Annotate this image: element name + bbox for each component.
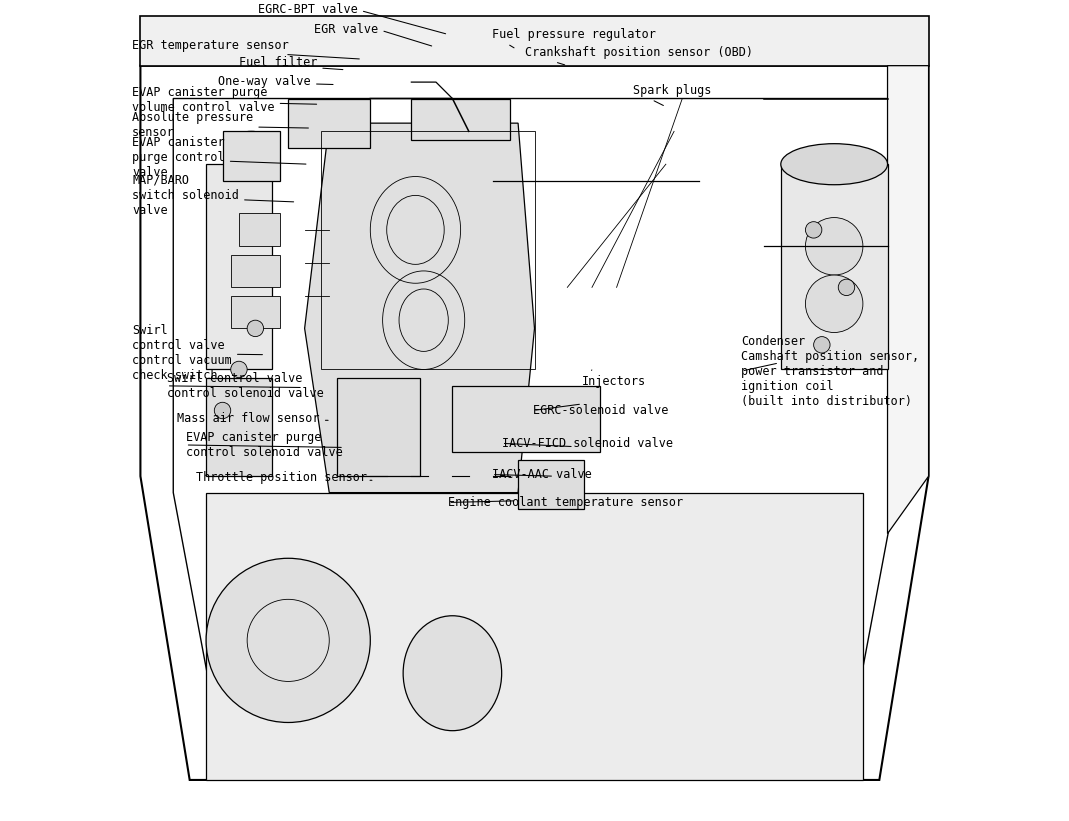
Text: EGRC-BPT valve: EGRC-BPT valve [259,3,446,34]
Circle shape [838,279,855,296]
Bar [452,386,600,452]
Text: IACV-AAC valve: IACV-AAC valve [492,468,591,481]
Text: EVAP canister purge
control solenoid valve: EVAP canister purge control solenoid val… [186,431,342,459]
Text: Swirl
control valve
control vacuum
check switch: Swirl control valve control vacuum check… [133,324,262,382]
Circle shape [805,275,863,333]
Bar [206,164,272,369]
Polygon shape [140,16,929,66]
Bar [222,131,280,181]
Circle shape [214,402,231,419]
Text: Absolute pressure
sensor: Absolute pressure sensor [133,111,309,139]
Text: Fuel pressure regulator: Fuel pressure regulator [492,28,655,48]
Text: Condenser
Camshaft position sensor,
power transistor and
ignition coil
(built in: Condenser Camshaft position sensor, powe… [742,335,919,407]
Circle shape [814,337,830,353]
Text: Fuel filter: Fuel filter [239,56,343,70]
Circle shape [231,361,247,378]
Text: EGRC-solenoid valve: EGRC-solenoid valve [532,404,668,417]
Circle shape [247,320,264,337]
Bar [206,493,863,780]
Text: Engine coolant temperature sensor: Engine coolant temperature sensor [448,496,683,509]
Text: EVAP canister purge
volume control valve: EVAP canister purge volume control valve [133,86,316,114]
Text: IACV-FICD solenoid valve: IACV-FICD solenoid valve [501,437,672,450]
Bar [231,296,280,328]
Text: Injectors: Injectors [583,370,647,388]
Polygon shape [305,123,534,493]
Bar [206,378,272,476]
Ellipse shape [780,144,887,185]
Bar [518,460,584,509]
Text: Throttle position sensor: Throttle position sensor [197,471,372,484]
Bar [231,255,280,287]
Text: EGR temperature sensor: EGR temperature sensor [133,39,359,59]
Text: EVAP canister
purge control
valve: EVAP canister purge control valve [133,136,306,179]
Text: Crankshaft position sensor (OBD): Crankshaft position sensor (OBD) [525,46,753,65]
Bar [412,99,510,140]
Bar [289,99,370,148]
Circle shape [805,222,822,238]
Bar [239,213,280,246]
Bar [780,164,887,369]
Polygon shape [887,66,929,534]
Ellipse shape [227,131,276,164]
Circle shape [206,558,370,722]
Ellipse shape [403,616,501,731]
Text: One-way valve: One-way valve [218,75,334,88]
Text: Mass air flow sensor: Mass air flow sensor [177,412,328,425]
Text: MAP/BARO
switch solenoid
valve: MAP/BARO switch solenoid valve [133,174,294,217]
Bar [338,378,419,476]
Text: Swirl control valve
control solenoid valve: Swirl control valve control solenoid val… [167,372,324,400]
Circle shape [805,218,863,275]
Text: Spark plugs: Spark plugs [633,84,711,105]
Text: EGR valve: EGR valve [314,23,432,46]
